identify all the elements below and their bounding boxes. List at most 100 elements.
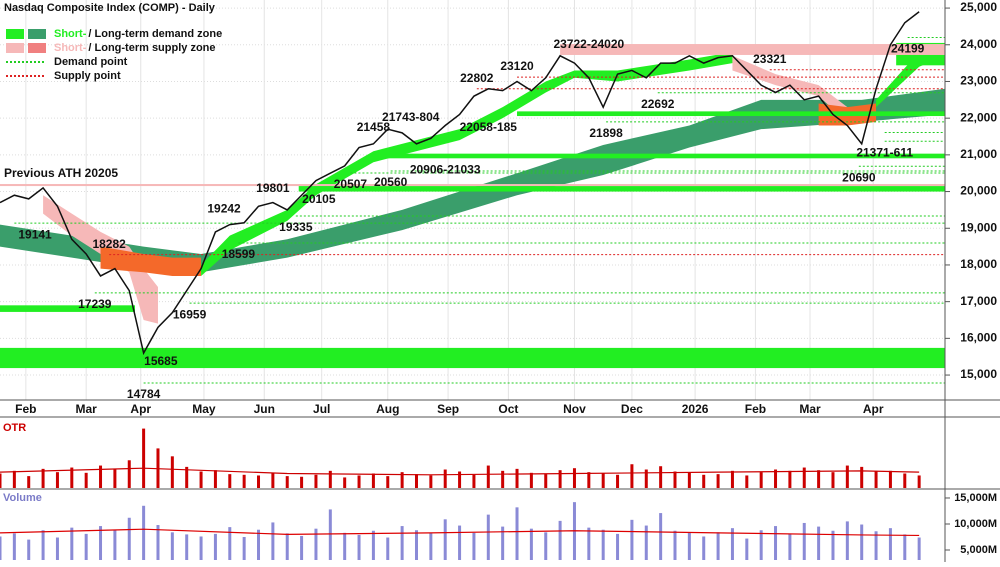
annotation: 21458 <box>357 120 391 134</box>
bar <box>142 428 146 488</box>
annotation: 18599 <box>222 247 256 261</box>
x-tick-label: Aug <box>376 402 399 416</box>
bar <box>429 475 433 488</box>
bar <box>242 474 246 488</box>
bar <box>127 517 131 560</box>
bar <box>888 528 892 560</box>
bar <box>343 532 347 560</box>
x-tick-label: Oct <box>498 402 518 416</box>
demand-zone <box>373 153 945 159</box>
bar <box>0 473 2 488</box>
bar <box>673 471 677 488</box>
bar <box>458 525 462 560</box>
bar <box>845 521 849 560</box>
bar <box>357 534 361 560</box>
chart-title: Nasdaq Composite Index (COMP) - Daily <box>4 2 216 14</box>
legend-swatch <box>28 43 46 53</box>
bar <box>544 532 548 560</box>
bar <box>759 530 763 560</box>
short-term-zone <box>43 195 158 324</box>
annotation: 15685 <box>144 354 178 368</box>
annotation: 22692 <box>641 97 675 111</box>
bar <box>386 476 390 488</box>
x-tick-label: Sep <box>437 402 459 416</box>
bar <box>271 522 275 560</box>
panel-title: Volume <box>3 492 42 504</box>
bar <box>917 475 921 488</box>
bar <box>917 537 921 560</box>
bar <box>687 472 691 488</box>
bar <box>443 469 447 488</box>
y-tick-label: 10,000M <box>954 518 997 530</box>
bar <box>199 536 203 560</box>
x-tick-label: Jul <box>313 402 330 416</box>
bar <box>759 472 763 488</box>
y-tick-label: 18,000 <box>960 257 997 271</box>
short-term-zone <box>100 246 202 276</box>
bar <box>472 474 476 488</box>
panel-title: OTR <box>3 422 26 434</box>
bar <box>558 520 562 560</box>
bar <box>630 464 634 488</box>
x-tick-label: Apr <box>863 402 884 416</box>
annotation: 20690 <box>842 170 876 184</box>
bar <box>644 469 648 488</box>
y-tick-label: 20,000 <box>960 184 997 198</box>
bar <box>874 531 878 560</box>
bar <box>817 526 821 560</box>
bar <box>486 514 490 560</box>
x-tick-label: Nov <box>563 402 586 416</box>
annotation: 16959 <box>173 307 207 321</box>
bar <box>774 469 778 488</box>
bar <box>745 538 749 560</box>
annotation: 24199 <box>891 42 925 56</box>
bar <box>70 467 74 488</box>
bar <box>213 470 217 488</box>
bar <box>12 470 16 488</box>
bar <box>558 470 562 488</box>
bar <box>55 472 59 488</box>
bar <box>228 527 232 560</box>
annotation: 14784 <box>127 387 161 401</box>
bar <box>601 529 605 560</box>
bar <box>386 537 390 560</box>
bar <box>501 470 505 488</box>
bar <box>400 526 404 560</box>
x-tick-label: Mar <box>799 402 821 416</box>
bar <box>443 519 447 560</box>
bar <box>343 477 347 488</box>
bar <box>774 526 778 560</box>
bar <box>673 530 677 560</box>
bar <box>587 527 591 560</box>
bar <box>903 473 907 488</box>
bar <box>817 470 821 488</box>
annotation: 19335 <box>279 220 313 234</box>
annotation: 23722-24020 <box>553 37 624 51</box>
annotation: 20507 <box>334 177 368 191</box>
bar <box>572 468 576 488</box>
bar <box>113 469 117 488</box>
bar <box>242 537 246 560</box>
bar <box>400 472 404 488</box>
bar <box>515 468 519 488</box>
bar <box>257 529 261 560</box>
annotation: 17239 <box>78 297 112 311</box>
y-tick-label: 23,000 <box>960 74 997 88</box>
bar <box>601 473 605 488</box>
bar <box>802 467 806 488</box>
bar <box>515 507 519 560</box>
bar <box>745 475 749 488</box>
annotation: 19141 <box>18 227 52 241</box>
annotation: 19242 <box>207 202 241 216</box>
annotation: 20906-21033 <box>410 162 481 176</box>
bar <box>716 474 720 488</box>
bar <box>12 533 16 560</box>
bar <box>99 526 103 560</box>
bar <box>831 472 835 488</box>
bar <box>357 475 361 488</box>
bar <box>702 474 706 488</box>
bar <box>831 530 835 560</box>
average-line <box>0 528 920 537</box>
